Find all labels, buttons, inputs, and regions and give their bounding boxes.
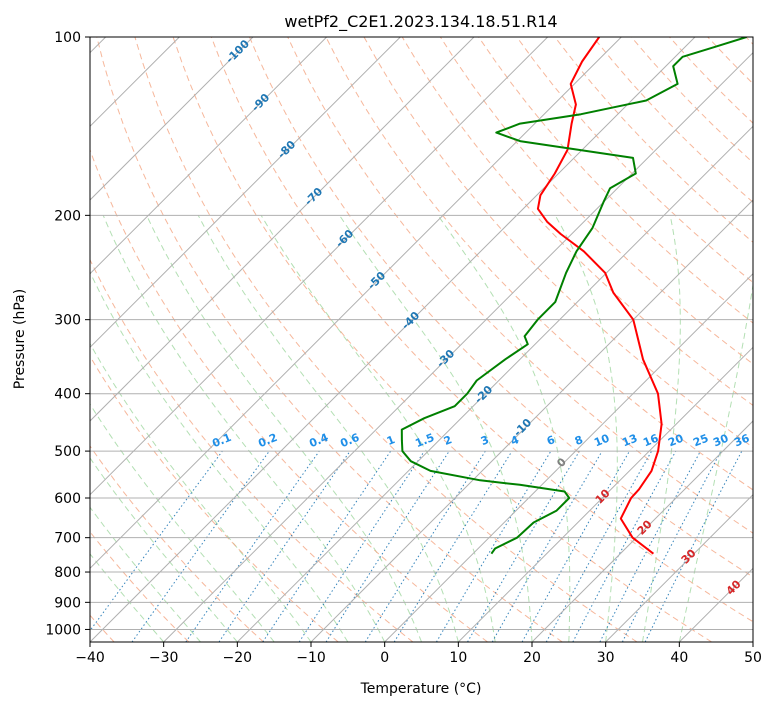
y-tick-label: 300 <box>54 313 81 329</box>
x-tick-label: 50 <box>744 650 762 666</box>
x-tick-label: 10 <box>449 650 467 666</box>
plot-area <box>90 37 753 642</box>
x-tick-label: 30 <box>597 650 615 666</box>
x-tick-label: −40 <box>75 650 105 666</box>
y-tick-label: 1000 <box>45 622 81 638</box>
y-tick-label: 100 <box>54 30 81 46</box>
x-tick-label: 0 <box>380 650 389 666</box>
y-tick-label: 800 <box>54 565 81 581</box>
x-tick-label: 40 <box>670 650 688 666</box>
y-tick-label: 500 <box>54 444 81 460</box>
x-tick-label: −20 <box>223 650 253 666</box>
x-tick-label: 20 <box>523 650 541 666</box>
x-tick-label: −30 <box>149 650 179 666</box>
y-tick-label: 200 <box>54 208 81 224</box>
y-tick-label: 400 <box>54 387 81 403</box>
y-tick-label: 700 <box>54 531 81 547</box>
y-tick-label: 600 <box>54 491 81 507</box>
y-axis-label: Pressure (hPa) <box>12 289 28 389</box>
chart-title: wetPf2_C2E1.2023.134.18.51.R14 <box>284 12 557 32</box>
x-tick-label: −10 <box>296 650 326 666</box>
x-axis-label: Temperature (°C) <box>360 681 482 697</box>
y-tick-label: 900 <box>54 595 81 611</box>
